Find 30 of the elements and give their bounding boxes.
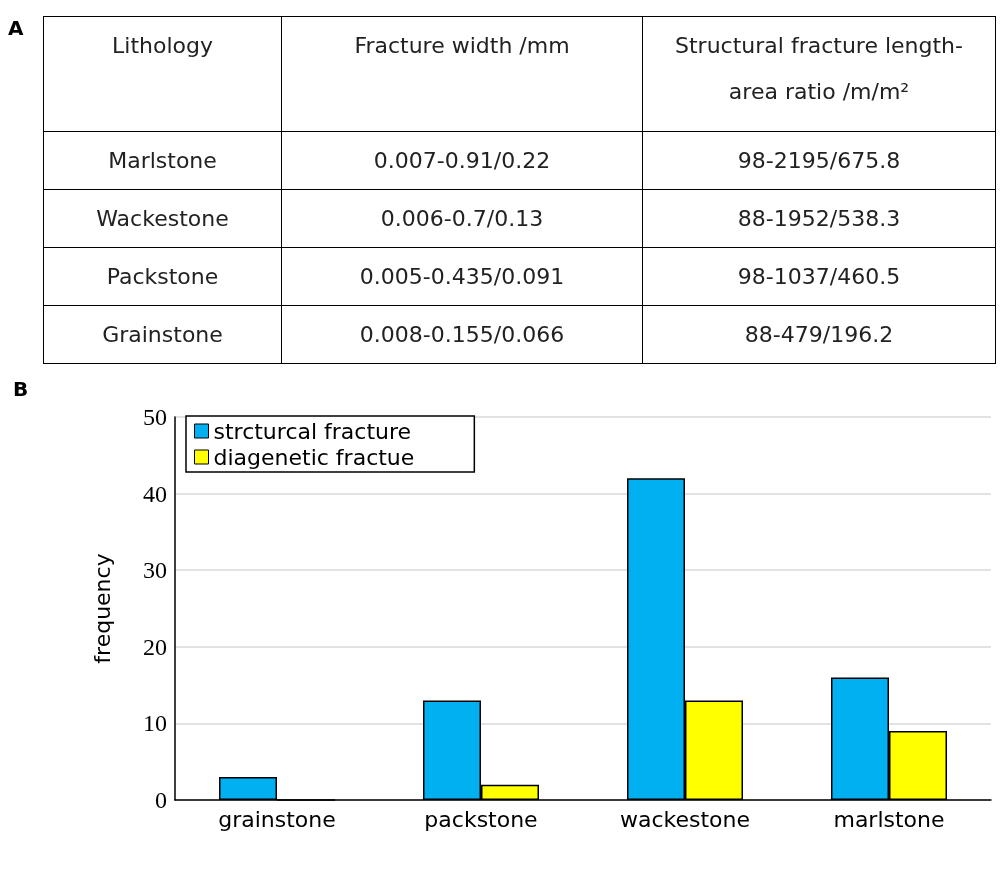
x-tick-label: wackestone — [619, 806, 751, 832]
text: 0.005-0.435/0.091 — [359, 264, 565, 289]
text: 0.007-0.91/0.22 — [373, 148, 551, 173]
y-tick-label: 20 — [143, 633, 167, 660]
text: 98-2195/675.8 — [737, 148, 901, 173]
category-label: Packstone — [106, 264, 219, 289]
chart-title: B — [13, 377, 29, 401]
y-axis-title: frequency — [89, 553, 115, 664]
text: 0.008-0.155/0.066 — [359, 322, 565, 347]
category-label: Wackestone — [96, 206, 229, 231]
x-tick-label: grainstone — [218, 806, 336, 832]
category-label: Structural fracture length-area ratio /m/m² — [642, 16, 996, 132]
text: 98-1037/460.5 — [737, 264, 901, 289]
text: 88-479/196.2 — [744, 322, 894, 347]
category-label: Fracture width /mm — [281, 16, 643, 132]
text: 0.006-0.7/0.13 — [380, 206, 544, 231]
legend-label: strcturcal fracture — [213, 418, 412, 444]
legend-label: diagenetic fractue — [213, 444, 415, 470]
y-tick-label: 40 — [143, 480, 167, 507]
category-label: Grainstone — [102, 322, 223, 347]
category-label: Marlstone — [108, 148, 217, 173]
x-tick-label: packstone — [424, 806, 538, 832]
text: A — [8, 16, 24, 40]
y-tick-label: 10 — [143, 710, 167, 737]
y-tick-label: 50 — [143, 404, 167, 430]
category-label: Lithology — [43, 16, 282, 132]
x-tick-label: marlstone — [833, 806, 945, 832]
text: 88-1952/538.3 — [737, 206, 901, 231]
y-tick-label: 30 — [143, 557, 167, 584]
y-tick-label: 0 — [155, 787, 167, 813]
